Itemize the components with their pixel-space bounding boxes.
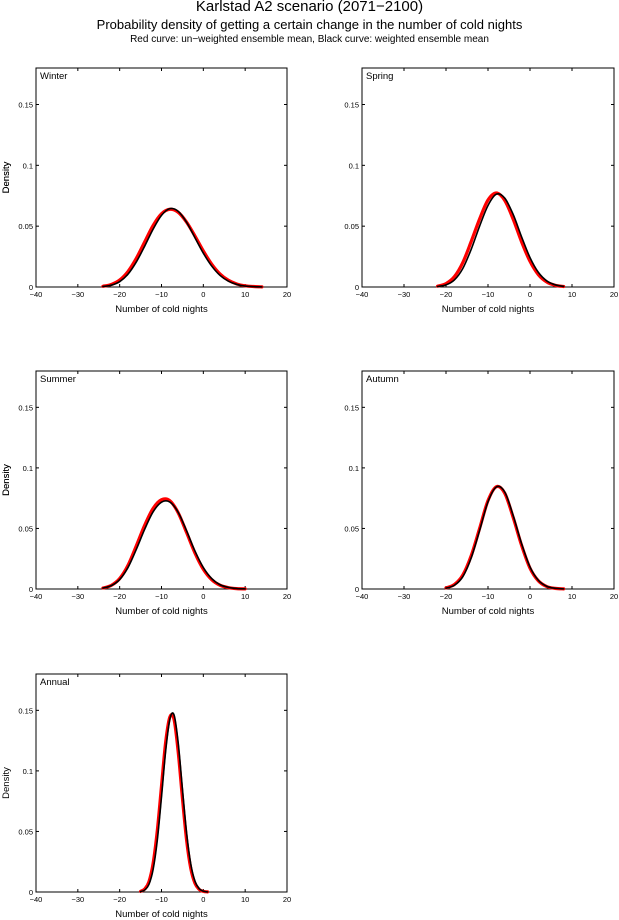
y-tick-label: 0.05	[18, 524, 33, 533]
plot-frame	[361, 67, 615, 288]
x-tick-label: −40	[356, 290, 369, 299]
x-axis-label: Number of cold nights	[115, 304, 208, 315]
y-tick-label: 0.05	[344, 524, 359, 533]
panel-label-autumn: Autumn	[366, 374, 399, 385]
y-tick-label: 0.15	[344, 101, 359, 110]
y-tick-label: 0.05	[344, 222, 359, 231]
panel-label-spring: Spring	[366, 71, 393, 82]
x-tick-label: 10	[568, 290, 576, 299]
y-tick-label: 0.05	[18, 222, 33, 231]
x-tick-label: −40	[30, 895, 43, 904]
y-tick-label: 0	[29, 585, 33, 594]
series-line-weighted	[436, 193, 565, 288]
x-tick-label: 10	[241, 895, 249, 904]
y-axis-label: Density	[1, 464, 12, 496]
chart-annual: −40 −30 −20 −10 0 10 20 0 0.05 0.1 0.15 Number of c…	[1, 673, 291, 920]
y-axis-label: Density	[1, 161, 12, 193]
plot-frame	[361, 370, 615, 590]
x-tick-label: 20	[283, 895, 291, 904]
x-tick-label: −10	[482, 592, 495, 601]
plot-frame	[35, 370, 288, 590]
x-tick-label: 20	[283, 592, 291, 601]
chart-autumn: −40 −30 −20 −10 0 10 20 0 0.05 0.1 0.15 Number of c…	[1, 370, 618, 617]
x-tick-label: −10	[155, 592, 168, 601]
x-tick-label: −20	[113, 592, 126, 601]
chart-summer: −40 −30 −20 −10 0 10 20 0 0.05 0.1 0.15 Number of c…	[1, 370, 291, 617]
x-tick-label: −30	[71, 592, 84, 601]
x-tick-label: −40	[356, 592, 369, 601]
y-tick-label: 0.15	[18, 706, 33, 715]
y-tick-label: 0.05	[18, 827, 33, 836]
y-tick-label: 0.1	[23, 161, 33, 170]
y-tick-label: 0.15	[18, 101, 33, 110]
y-tick-label: 0	[29, 888, 33, 897]
series-line-weighted	[445, 485, 565, 590]
y-tick-label: 0	[355, 585, 359, 594]
x-tick-label: −30	[398, 290, 411, 299]
x-tick-label: 20	[283, 290, 291, 299]
chart-spring: −40 −30 −20 −10 0 10 20 0 0.05 0.1 0.15 Number of c…	[1, 67, 618, 315]
x-tick-label: −30	[71, 290, 84, 299]
x-tick-label: −20	[113, 290, 126, 299]
plot-frame	[35, 67, 288, 288]
page-title: Karlstad A2 scenario (2071−2100)	[195, 0, 424, 15]
x-tick-label: −10	[155, 895, 168, 904]
x-axis-label: Number of cold nights	[115, 909, 208, 920]
x-tick-label: 0	[528, 290, 532, 299]
series-line-weighted	[102, 207, 263, 288]
y-tick-label: 0.15	[18, 403, 33, 412]
y-tick-label: 0	[29, 283, 33, 292]
y-tick-label: 0.15	[344, 403, 359, 412]
panel-label-winter: Winter	[40, 71, 67, 82]
y-axis-label: Density	[1, 464, 12, 496]
x-tick-label: 10	[568, 592, 576, 601]
x-tick-label: −30	[398, 592, 411, 601]
x-tick-label: −10	[482, 290, 495, 299]
x-tick-label: 10	[241, 592, 249, 601]
x-tick-label: 20	[610, 592, 618, 601]
y-tick-label: 0.1	[349, 464, 359, 473]
y-tick-label: 0.1	[23, 464, 33, 473]
curve-legend-note: Red curve: un−weighted ensemble mean, Bl…	[130, 34, 489, 45]
x-tick-label: 0	[201, 895, 205, 904]
x-tick-label: −30	[71, 895, 84, 904]
series-line-weighted	[139, 712, 209, 893]
page-subtitle: Probability density of getting a certain…	[96, 17, 523, 32]
x-tick-label: −20	[440, 592, 453, 601]
y-tick-label: 0.1	[349, 161, 359, 170]
y-axis-label: Density	[1, 161, 12, 193]
x-tick-label: −40	[30, 290, 43, 299]
panel-label-summer: Summer	[40, 374, 76, 385]
x-tick-label: 0	[528, 592, 532, 601]
x-tick-label: −10	[155, 290, 168, 299]
x-tick-label: −40	[30, 592, 43, 601]
x-tick-label: 0	[201, 592, 205, 601]
x-axis-label: Number of cold nights	[115, 606, 208, 617]
series-line-weighted	[102, 500, 246, 590]
x-axis-label: Number of cold nights	[442, 304, 535, 315]
y-axis-label: Density	[1, 767, 12, 799]
x-axis-label: Number of cold nights	[442, 606, 535, 617]
x-tick-label: 10	[241, 290, 249, 299]
y-tick-label: 0.1	[23, 767, 33, 776]
x-tick-label: −20	[440, 290, 453, 299]
panel-label-annual: Annual	[40, 677, 70, 688]
x-tick-label: 0	[201, 290, 205, 299]
x-tick-label: 20	[610, 290, 618, 299]
x-tick-label: −20	[113, 895, 126, 904]
chart-winter: −40 −30 −20 −10 0 10 20 0 0.05 0.1 0.15 Number of c…	[1, 67, 291, 315]
y-tick-label: 0	[355, 283, 359, 292]
